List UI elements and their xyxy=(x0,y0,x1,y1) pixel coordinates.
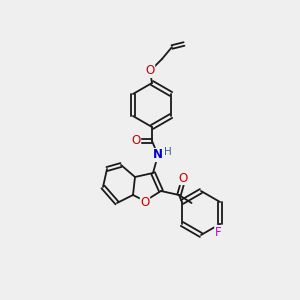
Text: O: O xyxy=(146,64,154,77)
Text: N: N xyxy=(153,148,163,161)
Text: H: H xyxy=(164,147,172,157)
Text: O: O xyxy=(131,134,141,148)
Text: O: O xyxy=(178,172,188,184)
Text: O: O xyxy=(140,196,150,209)
Text: F: F xyxy=(215,226,221,238)
